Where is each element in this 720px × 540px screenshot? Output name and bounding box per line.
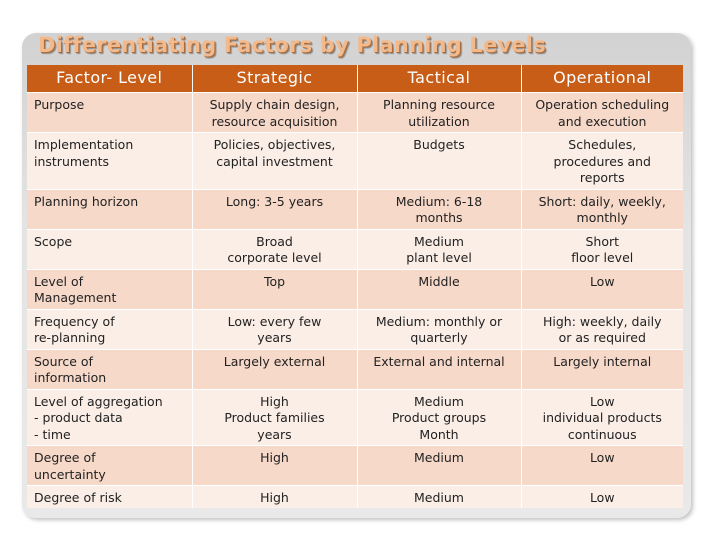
- table-row: Degree of risk High Medium Low: [27, 485, 683, 508]
- strategic-cell: Supply chain design, resource acquisitio…: [192, 92, 358, 133]
- strategic-cell: High: [192, 445, 358, 486]
- tactical-cell: Medium: monthly or quarterly: [357, 308, 522, 349]
- strategic-cell: Long: 3-5 years: [192, 188, 358, 229]
- factor-cell: Purpose: [27, 92, 193, 133]
- operational-cell: Schedules, procedures and reports: [521, 132, 683, 189]
- tactical-cell: Medium plant level: [357, 228, 522, 269]
- header-operational: Operational: [521, 65, 683, 93]
- operational-cell: Low individual products continuous: [521, 388, 683, 446]
- strategic-cell: Top: [192, 268, 358, 309]
- operational-cell: High: weekly, daily or as required: [521, 308, 683, 349]
- operational-cell: Short floor level: [521, 228, 683, 269]
- tactical-cell: Budgets: [357, 132, 522, 189]
- factor-cell: Source of information: [27, 348, 193, 389]
- table-row: Planning horizon Long: 3-5 years Medium:…: [27, 188, 683, 229]
- table-header-row: Factor- Level Strategic Tactical Operati…: [27, 65, 683, 93]
- tactical-cell: Medium Product groups Month: [357, 388, 522, 446]
- factor-cell: Implementation instruments: [27, 132, 193, 189]
- table-row: Level of Management Top Middle Low: [27, 268, 683, 309]
- strategic-cell: High: [192, 485, 358, 508]
- strategic-cell: High Product families years: [192, 388, 358, 446]
- operational-cell: Low: [521, 485, 683, 508]
- tactical-cell: Medium: [357, 485, 522, 508]
- header-strategic: Strategic: [192, 65, 358, 93]
- factor-cell: Level of aggregation - product data - ti…: [27, 388, 193, 446]
- operational-cell: Low: [521, 268, 683, 309]
- factor-cell: Level of Management: [27, 268, 193, 309]
- table-row: Implementation instruments Policies, obj…: [27, 132, 683, 189]
- factor-cell: Degree of uncertainty: [27, 445, 193, 486]
- tactical-cell: Medium: [357, 445, 522, 486]
- table-row: Degree of uncertainty High Medium Low: [27, 445, 683, 486]
- slide-title: Differentiating Factors by Planning Leve…: [38, 33, 546, 57]
- table-row: Level of aggregation - product data - ti…: [27, 388, 683, 446]
- factor-cell: Frequency of re-planning: [27, 308, 193, 349]
- header-factor-level: Factor- Level: [27, 65, 193, 93]
- strategic-cell: Largely external: [192, 348, 358, 389]
- table-row: Scope Broad corporate level Medium plant…: [27, 228, 683, 269]
- factor-cell: Degree of risk: [27, 485, 193, 508]
- strategic-cell: Policies, objectives, capital investment: [192, 132, 358, 189]
- strategic-cell: Broad corporate level: [192, 228, 358, 269]
- table-row: Purpose Supply chain design, resource ac…: [27, 92, 683, 133]
- operational-cell: Short: daily, weekly, monthly: [521, 188, 683, 229]
- tactical-cell: Middle: [357, 268, 522, 309]
- table-row: Source of information Largely external E…: [27, 348, 683, 389]
- tactical-cell: Planning resource utilization: [357, 92, 522, 133]
- factor-cell: Scope: [27, 228, 193, 269]
- tactical-cell: Medium: 6-18 months: [357, 188, 522, 229]
- strategic-cell: Low: every few years: [192, 308, 358, 349]
- operational-cell: Operation scheduling and execution: [521, 92, 683, 133]
- header-tactical: Tactical: [357, 65, 522, 93]
- tactical-cell: External and internal: [357, 348, 522, 389]
- operational-cell: Largely internal: [521, 348, 683, 389]
- operational-cell: Low: [521, 445, 683, 486]
- factor-cell: Planning horizon: [27, 188, 193, 229]
- planning-levels-table: Factor- Level Strategic Tactical Operati…: [27, 65, 683, 508]
- table-row: Frequency of re-planning Low: every few …: [27, 308, 683, 349]
